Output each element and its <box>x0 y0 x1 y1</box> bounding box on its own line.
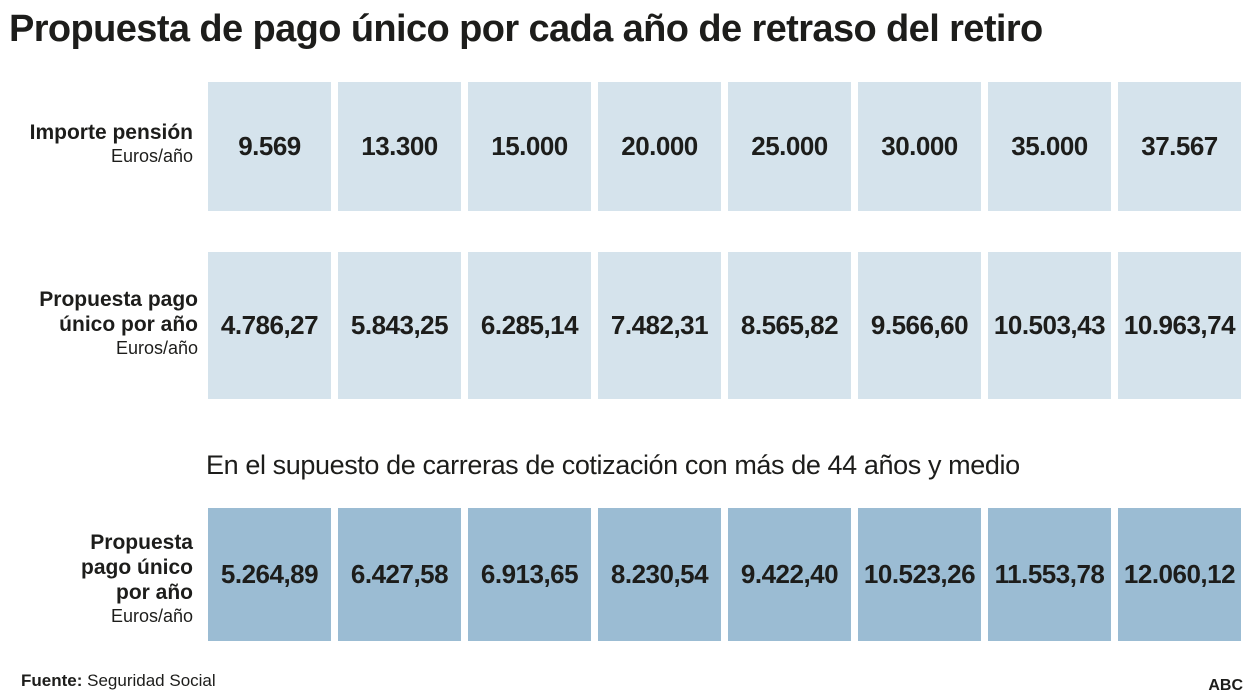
value-cell: 13.300 <box>338 82 461 211</box>
row-label-importe-pension: Importe pensión Euros/año <box>30 120 193 167</box>
row-label-unit: Euros/año <box>110 606 193 626</box>
row-label-propuesta-pago-44: Propuesta pago único por año Euros/año <box>81 530 193 627</box>
page-title: Propuesta de pago único por cada año de … <box>9 8 1043 50</box>
value-cell: 35.000 <box>988 82 1111 211</box>
value-cell: 20.000 <box>598 82 721 211</box>
value-cell: 25.000 <box>728 82 851 211</box>
value-cell: 5.843,25 <box>338 252 461 399</box>
value-cell: 6.285,14 <box>468 252 591 399</box>
value-cell: 30.000 <box>858 82 981 211</box>
source-value: Seguridad Social <box>87 671 216 690</box>
value-cell: 5.264,89 <box>208 508 331 641</box>
row-label-main: por año <box>116 581 193 604</box>
value-cell: 8.565,82 <box>728 252 851 399</box>
value-cell: 12.060,12 <box>1118 508 1241 641</box>
value-cell: 4.786,27 <box>208 252 331 399</box>
value-cell: 8.230,54 <box>598 508 721 641</box>
value-cell: 9.566,60 <box>858 252 981 399</box>
row-label-unit: Euros/año <box>115 338 198 358</box>
value-cell: 9.569 <box>208 82 331 211</box>
value-cell: 10.963,74 <box>1118 252 1241 399</box>
value-cell: 37.567 <box>1118 82 1241 211</box>
row-label-propuesta-pago: Propuesta pago único por año Euros/año <box>39 287 198 359</box>
value-cell: 10.523,26 <box>858 508 981 641</box>
row-label-unit: Euros/año <box>110 146 193 166</box>
row-propuesta-pago: 4.786,27 5.843,25 6.285,14 7.482,31 8.56… <box>208 252 1241 399</box>
row-label-main: Propuesta pago <box>39 288 198 311</box>
value-cell: 15.000 <box>468 82 591 211</box>
source-credit: Fuente: Seguridad Social <box>21 671 216 691</box>
value-cell: 7.482,31 <box>598 252 721 399</box>
value-cell: 11.553,78 <box>988 508 1111 641</box>
row-label-main: Propuesta <box>90 531 193 554</box>
value-cell: 6.913,65 <box>468 508 591 641</box>
row-label-main: Importe pensión <box>29 121 193 144</box>
source-label: Fuente: <box>21 671 83 690</box>
row-label-main: pago único <box>81 556 193 579</box>
brand-logo: ABC <box>1208 677 1243 694</box>
value-cell: 9.422,40 <box>728 508 851 641</box>
row-propuesta-pago-44: 5.264,89 6.427,58 6.913,65 8.230,54 9.42… <box>208 508 1241 641</box>
row-label-main: único por año <box>59 313 198 336</box>
row-importe-pension: 9.569 13.300 15.000 20.000 25.000 30.000… <box>208 82 1241 211</box>
value-cell: 6.427,58 <box>338 508 461 641</box>
value-cell: 10.503,43 <box>988 252 1111 399</box>
subtitle-note: En el supuesto de carreras de cotización… <box>206 450 1020 480</box>
